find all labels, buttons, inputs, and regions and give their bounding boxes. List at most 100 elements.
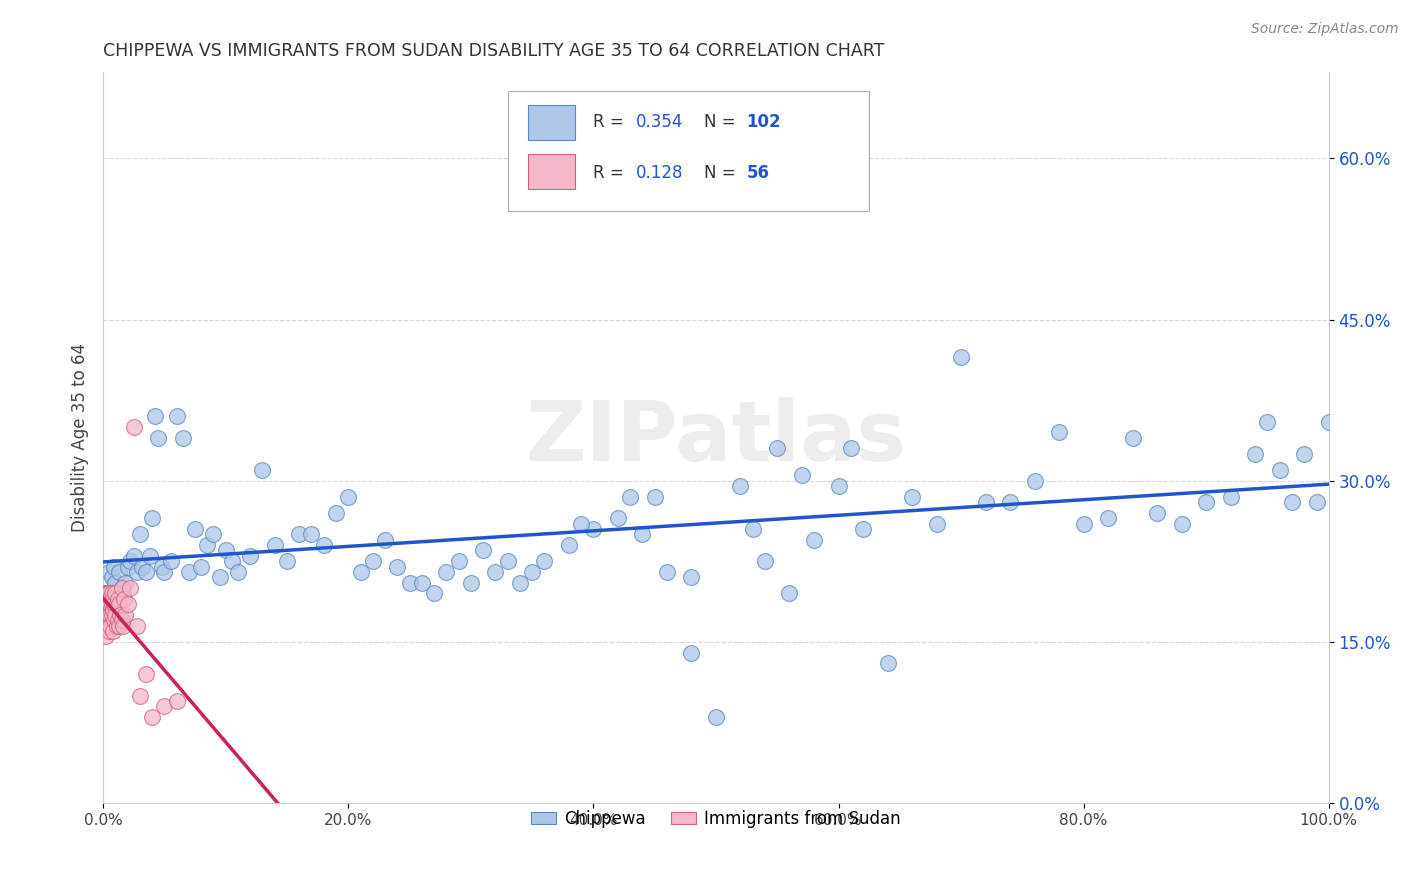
Point: [349, 565, 371, 579]
Text: 0.354: 0.354: [637, 113, 683, 131]
Point: [103, 559, 125, 574]
Point: [138, 549, 160, 563]
Point: [148, 431, 170, 445]
Point: [558, 538, 581, 552]
Point: [100, 586, 122, 600]
Point: [411, 575, 433, 590]
Point: [1073, 516, 1095, 531]
Point: [790, 468, 813, 483]
Point: [101, 591, 124, 606]
Point: [143, 409, 166, 424]
Point: [105, 618, 128, 632]
Point: [374, 533, 396, 547]
Point: [226, 565, 249, 579]
Point: [221, 554, 243, 568]
Point: [100, 591, 122, 606]
FancyBboxPatch shape: [508, 91, 869, 211]
Point: [141, 511, 163, 525]
Point: [1122, 431, 1144, 445]
Point: [1195, 495, 1218, 509]
Point: [655, 565, 678, 579]
Point: [312, 538, 335, 552]
Point: [263, 538, 285, 552]
Point: [166, 694, 188, 708]
Point: [114, 607, 136, 622]
Point: [135, 565, 157, 579]
Point: [127, 565, 149, 579]
Point: [96, 607, 118, 622]
Point: [361, 554, 384, 568]
Text: R =: R =: [593, 163, 630, 181]
Point: [94, 607, 117, 622]
Point: [100, 597, 122, 611]
Point: [104, 607, 127, 622]
Point: [100, 570, 122, 584]
Point: [1047, 425, 1070, 440]
Point: [472, 543, 495, 558]
Bar: [529, 154, 575, 189]
Point: [131, 559, 153, 574]
Point: [766, 442, 789, 456]
Point: [153, 699, 176, 714]
Point: [1305, 495, 1327, 509]
Point: [974, 495, 997, 509]
Point: [1281, 495, 1303, 509]
Point: [96, 586, 118, 600]
Point: [533, 554, 555, 568]
Point: [98, 597, 121, 611]
Point: [950, 350, 973, 364]
Point: [184, 522, 207, 536]
Point: [606, 511, 628, 525]
Point: [325, 506, 347, 520]
Point: [120, 581, 142, 595]
Text: N =: N =: [703, 113, 741, 131]
Point: [301, 527, 323, 541]
Point: [111, 586, 134, 600]
Point: [122, 420, 145, 434]
Point: [779, 586, 801, 600]
Point: [107, 613, 129, 627]
Point: [1146, 506, 1168, 520]
Point: [208, 570, 231, 584]
Point: [423, 586, 446, 600]
Point: [582, 522, 605, 536]
Point: [569, 516, 592, 531]
Point: [876, 657, 898, 671]
Point: [107, 591, 129, 606]
Point: [276, 554, 298, 568]
Point: [704, 710, 727, 724]
Point: [398, 575, 420, 590]
Point: [135, 667, 157, 681]
Point: [104, 575, 127, 590]
Point: [108, 618, 131, 632]
Point: [852, 522, 875, 536]
Point: [114, 575, 136, 590]
Point: [520, 565, 543, 579]
Point: [94, 586, 117, 600]
Point: [97, 613, 120, 627]
Point: [166, 409, 188, 424]
Point: [93, 597, 115, 611]
Point: [94, 629, 117, 643]
Point: [97, 602, 120, 616]
Point: [1268, 463, 1291, 477]
Point: [103, 597, 125, 611]
Point: [96, 618, 118, 632]
Text: 102: 102: [747, 113, 782, 131]
Point: [434, 565, 457, 579]
Point: [129, 689, 152, 703]
Point: [100, 607, 122, 622]
Point: [925, 516, 948, 531]
Point: [159, 554, 181, 568]
Point: [100, 597, 122, 611]
Point: [97, 591, 120, 606]
Point: [1170, 516, 1192, 531]
Point: [839, 442, 862, 456]
Point: [1097, 511, 1119, 525]
Point: [127, 618, 149, 632]
Point: [387, 559, 409, 574]
Y-axis label: Disability Age 35 to 64: Disability Age 35 to 64: [72, 343, 89, 533]
Point: [129, 527, 152, 541]
Point: [172, 431, 194, 445]
Point: [741, 522, 763, 536]
